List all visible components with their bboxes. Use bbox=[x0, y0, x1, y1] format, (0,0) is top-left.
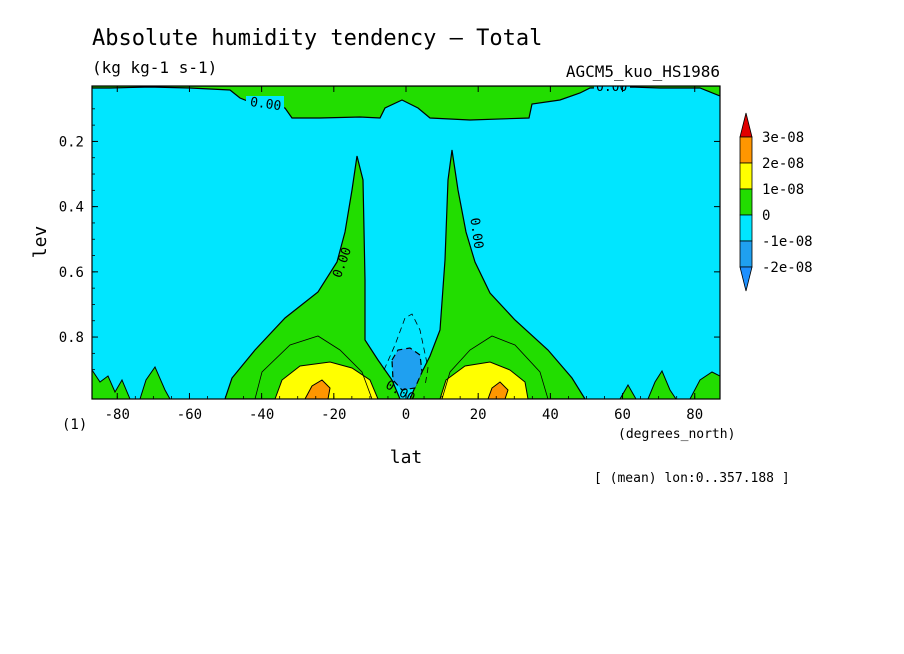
region-neg-small bbox=[92, 86, 720, 399]
x-tick-label: 20 bbox=[470, 407, 487, 423]
colorbar-label: 0 bbox=[762, 208, 770, 224]
x-tick-label: 40 bbox=[542, 407, 559, 423]
colorbar-label: -1e-08 bbox=[762, 234, 813, 250]
x-tick-label: -20 bbox=[321, 407, 346, 423]
region-center-negative bbox=[391, 347, 423, 391]
x-tick-label: -60 bbox=[177, 407, 202, 423]
colorbar-box bbox=[739, 214, 753, 242]
x-axis: -80 -60 -40 -20 0 20 40 60 80 bbox=[105, 86, 703, 423]
colorbar-bottom-arrow bbox=[739, 266, 753, 292]
colorbar-label: 1e-08 bbox=[762, 182, 804, 198]
region-left-positive bbox=[224, 155, 401, 399]
y-axis: 0.2 0.4 0.6 0.8 bbox=[59, 108, 720, 371]
contour-label: 0.00 bbox=[249, 95, 282, 114]
colorbar-label: 2e-08 bbox=[762, 156, 804, 172]
chart-units: (kg kg-1 s-1) bbox=[92, 58, 217, 77]
colorbar-box bbox=[739, 188, 753, 216]
region-left-orange bbox=[304, 379, 331, 399]
chart-title: Absolute humidity tendency — Total bbox=[92, 26, 542, 51]
mean-note: [ (mean) lon:0..357.188 ] bbox=[594, 471, 790, 486]
region-spot-5 bbox=[689, 371, 720, 399]
contour-label: 0.00 bbox=[466, 217, 485, 250]
x-tick-label: 0 bbox=[402, 407, 410, 423]
x-tick-label: 80 bbox=[686, 407, 703, 423]
contour-left-inner bbox=[254, 335, 373, 399]
colorbar-label: 3e-08 bbox=[762, 130, 804, 146]
y-axis-label: lev bbox=[30, 226, 51, 259]
x-units: (degrees_north) bbox=[618, 427, 735, 442]
model-name: AGCM5_kuo_HS1986 bbox=[566, 62, 720, 81]
colorbar-box bbox=[739, 136, 753, 164]
colorbar-top-arrow bbox=[739, 112, 753, 138]
x-tick-label: -40 bbox=[249, 407, 274, 423]
x-axis-label: lat bbox=[390, 447, 423, 468]
region-spot-2 bbox=[139, 365, 171, 399]
plot-area: 0.00 0.00 0.00 0.00 0.00 bbox=[91, 80, 721, 400]
y-tick-label: 0.6 bbox=[59, 265, 84, 281]
y-tick-label: 0.2 bbox=[59, 134, 84, 150]
region-top-positive bbox=[92, 86, 720, 121]
y-tick-label: 0.4 bbox=[59, 200, 84, 216]
panel-index: (1) bbox=[62, 417, 87, 433]
colorbar-box bbox=[739, 162, 753, 190]
region-spot-4 bbox=[647, 369, 677, 399]
y-tick-label: 0.8 bbox=[59, 330, 84, 346]
region-spot-3 bbox=[619, 383, 637, 399]
region-right-orange bbox=[487, 381, 509, 399]
region-spot-1 bbox=[92, 369, 131, 399]
contour-label: 0.00 bbox=[596, 80, 627, 95]
x-tick-label: 60 bbox=[614, 407, 631, 423]
region-right-positive bbox=[409, 149, 586, 399]
colorbar-box bbox=[739, 240, 753, 268]
colorbar-label: -2e-08 bbox=[762, 260, 813, 276]
x-tick-label: -80 bbox=[105, 407, 130, 423]
contour-center-dashed bbox=[383, 313, 429, 387]
contour-right-inner bbox=[441, 335, 549, 399]
colorbar: 3e-08 2e-08 1e-08 0 -1e-08 -2e-08 bbox=[739, 112, 813, 292]
region-left-yellow bbox=[274, 361, 379, 399]
